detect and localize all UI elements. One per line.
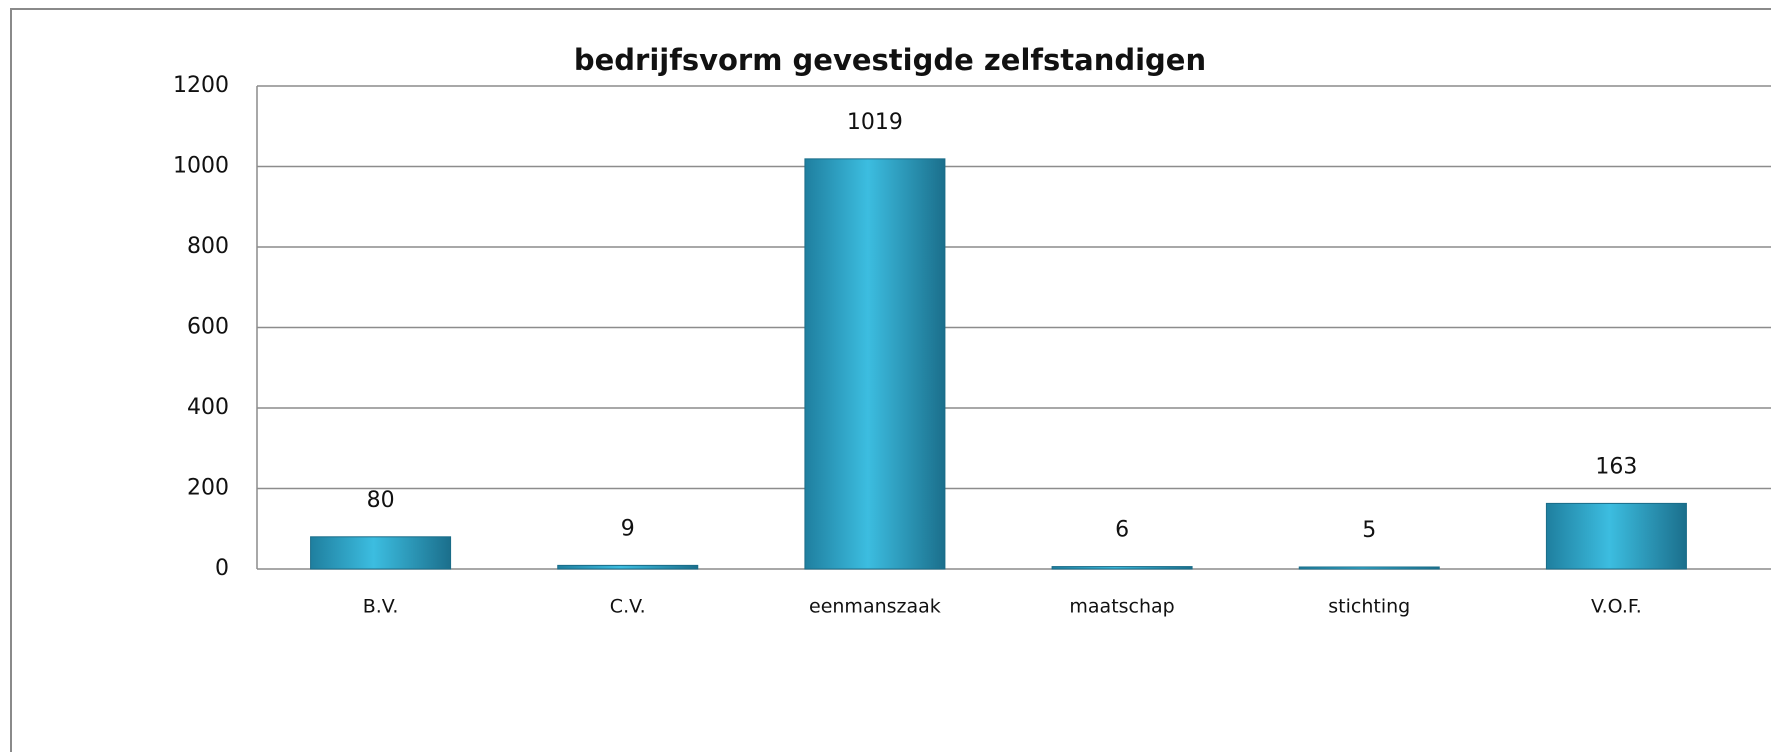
y-tick-label: 800: [187, 234, 229, 259]
bar: [557, 564, 699, 570]
chart-title: bedrijfsvorm gevestigde zelfstandigen: [574, 43, 1206, 77]
x-tick-label: C.V.: [610, 596, 646, 618]
bar: [310, 536, 452, 570]
y-tick-label: 600: [187, 315, 229, 340]
value-label: 9: [621, 516, 635, 541]
value-label: 163: [1595, 454, 1637, 479]
y-tick-label: 1200: [173, 73, 229, 98]
y-tick-label: 0: [215, 556, 229, 581]
bar: [1298, 566, 1440, 570]
value-label: 80: [367, 488, 395, 513]
y-tick-label: 1000: [173, 154, 229, 179]
x-tick-label: stichting: [1328, 596, 1410, 618]
x-tick-label: B.V.: [363, 596, 399, 618]
y-tick-label: 200: [187, 476, 229, 501]
bar: [1051, 566, 1193, 570]
bar: [1545, 502, 1687, 570]
x-tick-label: eenmanszaak: [809, 596, 941, 618]
bar: [804, 158, 946, 570]
value-label: 5: [1362, 518, 1376, 543]
x-tick-label: V.O.F.: [1591, 596, 1642, 618]
y-tick-label: 400: [187, 395, 229, 420]
value-label: 6: [1115, 518, 1129, 543]
value-label: 1019: [847, 110, 903, 135]
x-tick-label: maatschap: [1069, 596, 1174, 618]
